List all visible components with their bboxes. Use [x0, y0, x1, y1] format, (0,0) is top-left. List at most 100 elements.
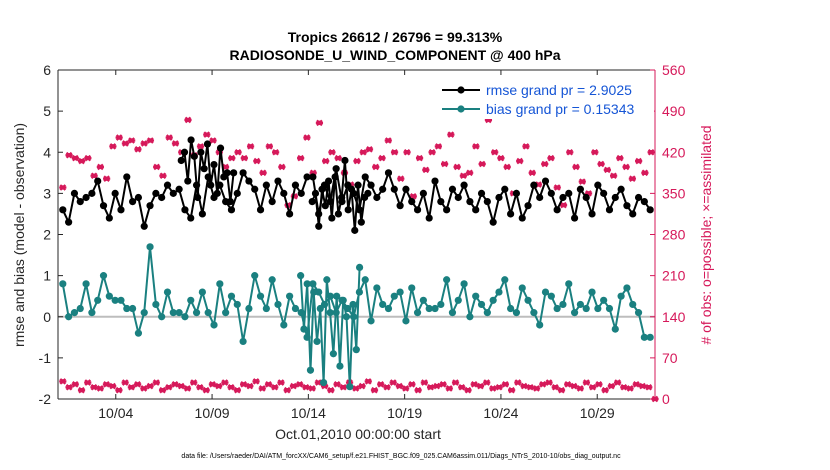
obs-count-low-point [545, 379, 553, 386]
obs-mark-core [167, 135, 172, 140]
obs-mark-core [640, 383, 645, 389]
obs-mark-core [630, 176, 635, 181]
rmse-point [419, 189, 427, 197]
legend-bias-label: bias grand pr = 0.15343 [486, 101, 634, 117]
x-tick-label: 10/09 [195, 405, 230, 421]
obs-count-low-point [327, 386, 335, 394]
rmse-point [245, 177, 253, 185]
obs-count-low-point [165, 383, 173, 391]
obs-count-high-point [71, 154, 79, 162]
bias-point [402, 317, 410, 325]
obs-mark-core [379, 155, 385, 161]
obs-mark-core [254, 158, 260, 164]
obs-count-low-point [134, 381, 142, 388]
rmse-point [466, 198, 474, 206]
bias-point [333, 292, 341, 300]
rmse-point [472, 206, 480, 214]
obs-count-low-point [626, 385, 634, 392]
obs-mark-core [210, 382, 215, 387]
obs-mark-core [278, 380, 284, 385]
obs-mark-core [565, 382, 570, 387]
obs-count-high-point [453, 163, 461, 171]
obs-count-high-point [603, 166, 611, 174]
y2-axis-label: # of obs: o=possible; ×=assimilated [698, 125, 714, 344]
rmse-point [524, 202, 532, 210]
obs-mark-core [627, 386, 633, 391]
bias-point [82, 280, 90, 288]
rmse-point [623, 202, 631, 210]
bias-point [134, 329, 143, 337]
bias-point [390, 292, 398, 300]
bias-point [313, 337, 321, 346]
obs-count-high-point [403, 148, 411, 156]
obs-mark-core [266, 382, 271, 387]
rmse-point [600, 189, 608, 197]
obs-mark-core [85, 155, 91, 161]
rmse-point [88, 189, 96, 197]
obs-mark-core [185, 386, 190, 391]
obs-mark-core [411, 194, 416, 199]
obs-count-high-point [616, 154, 624, 162]
rmse-point [460, 181, 468, 189]
obs-count-high-point [466, 169, 474, 177]
obs-mark-core [334, 382, 340, 387]
rmse-point [216, 144, 225, 152]
obs-mark-core [602, 387, 608, 393]
obs-mark-core [197, 385, 203, 390]
bias-point [262, 304, 270, 313]
obs-mark-core [135, 382, 140, 387]
y-tick-label: 4 [43, 144, 51, 160]
obs-count-high-point [103, 175, 111, 182]
rmse-point [291, 181, 300, 189]
rmse-point [512, 189, 521, 197]
bias-point [175, 309, 183, 317]
bias-point [111, 296, 119, 304]
bias-point [309, 280, 317, 288]
rmse-point [140, 222, 148, 230]
bias-point [291, 304, 300, 313]
y2-tick-label: 490 [662, 103, 686, 119]
obs-mark-core [573, 164, 579, 170]
rmse-point [207, 181, 215, 189]
obs-count-low-point [470, 381, 478, 388]
rmse-point [588, 210, 596, 218]
rmse-point [334, 210, 342, 218]
bias-point [94, 296, 102, 304]
obs-mark-core [253, 379, 259, 384]
rmse-point [227, 206, 236, 214]
obs-count-low-point [601, 386, 609, 394]
rmse-point [70, 189, 79, 197]
obs-count-high-point [397, 175, 405, 182]
obs-mark-core [634, 382, 639, 387]
obs-mark-core [490, 386, 496, 391]
rmse-point [203, 140, 212, 148]
obs-count-low-point [109, 382, 117, 390]
rmse-point [99, 202, 108, 210]
rmse-point [286, 210, 294, 218]
obs-mark-core [454, 164, 460, 170]
bias-point [524, 296, 532, 304]
obs-mark-core [540, 382, 545, 387]
obs-count-low-point [645, 383, 653, 391]
bias-point [472, 292, 480, 300]
obs-mark-core [141, 386, 147, 391]
obs-count-high-point [121, 140, 130, 147]
obs-count-low-point [451, 379, 460, 386]
bias-point [367, 317, 375, 325]
obs-count-high-point [265, 143, 273, 150]
obs-count-high-point [622, 163, 630, 171]
obs-mark-core [559, 387, 564, 393]
obs-count-low-point [215, 382, 223, 390]
obs-mark-core [272, 385, 277, 390]
y-tick-label: 6 [43, 62, 51, 78]
obs-mark-core [615, 380, 620, 385]
obs-mark-core [504, 164, 510, 170]
obs-count-low-point [102, 381, 111, 388]
bias-point [192, 309, 201, 317]
obs-mark-core [473, 144, 479, 149]
obs-mark-core [448, 132, 454, 137]
obs-mark-core [141, 141, 147, 146]
obs-mark-core [291, 383, 296, 389]
obs-mark-core [609, 383, 614, 389]
y2-tick-label: 70 [662, 350, 678, 366]
